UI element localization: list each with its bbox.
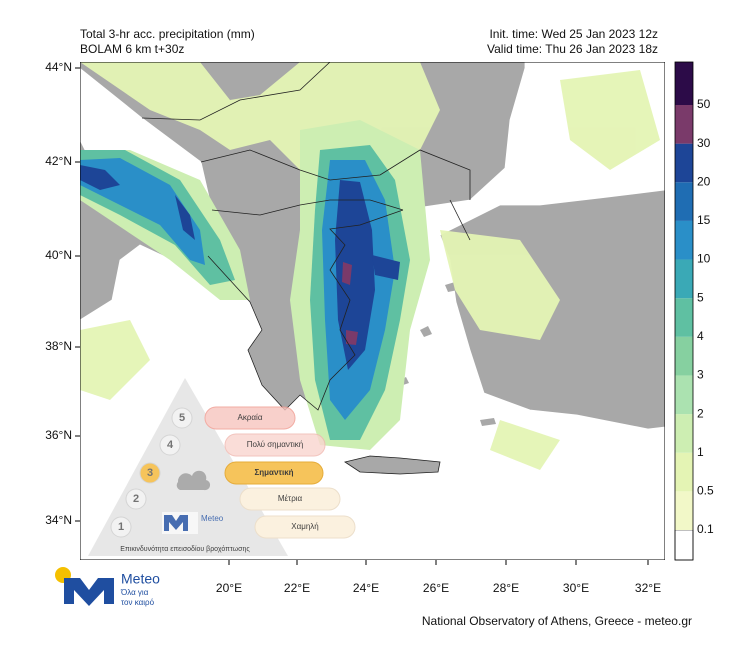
colorbar-label: 10	[697, 252, 711, 266]
lat-tick-label: 38°N	[45, 339, 72, 353]
risk-badge	[139, 462, 161, 484]
risk-badge	[110, 516, 132, 538]
lat-tick-label: 42°N	[45, 154, 72, 168]
risk-badge	[125, 488, 147, 510]
colorbar-label: 4	[697, 329, 704, 343]
lat-tick-label: 44°N	[45, 60, 72, 74]
risk-legend: Χαμηλή 1 Μέτρια 2 Σημαντική 3 Πολύ σημαντική 4 Α…	[88, 378, 356, 556]
logo-tagline: τον καιρό	[121, 598, 155, 607]
colorbar-band	[675, 491, 693, 530]
risk-label: Πολύ σημαντική	[247, 440, 304, 449]
lon-tick-label: 22°E	[284, 581, 310, 595]
valid-time: Valid time: Thu 26 Jan 2023 18z	[487, 42, 658, 56]
colorbar-band	[675, 414, 693, 453]
colorbar-band	[675, 220, 693, 260]
risk-number: 3	[147, 467, 153, 479]
legend-logo-mark	[164, 515, 188, 531]
colorbar-label: 2	[697, 406, 704, 420]
risk-label: Χαμηλή	[291, 522, 318, 531]
logo-name: Meteo	[121, 571, 160, 587]
colorbar-label: 0.1	[697, 522, 714, 536]
colorbar-band	[675, 182, 693, 221]
init-time: Init. time: Wed 25 Jan 2023 12z	[489, 27, 658, 41]
colorbar-band	[675, 259, 693, 299]
model: BOLAM 6 km t+30z	[80, 42, 184, 56]
colorbar-base	[674, 529, 694, 561]
lon-tick-label: 26°E	[423, 581, 449, 595]
pyramid	[88, 378, 288, 556]
risk-pill	[204, 406, 296, 430]
risk-number: 5	[179, 412, 185, 424]
lat-tick-label: 34°N	[45, 513, 72, 527]
colorbar-label: 1	[697, 445, 704, 459]
colorbar: 0.1 0.5 1 2 3 4 5 10 15 20 30 50	[674, 61, 714, 561]
colorbar-frame	[674, 61, 694, 561]
risk-badge	[159, 434, 181, 456]
colorbar-band	[675, 143, 693, 183]
colorbar-label: 5	[697, 290, 704, 304]
risk-number: 2	[133, 493, 139, 505]
colorbar-band	[675, 105, 693, 144]
footer-credit: National Observatory of Athens, Greece -…	[422, 614, 692, 628]
title: Total 3-hr acc. precipitation (mm)	[80, 27, 255, 41]
risk-number: 1	[118, 521, 124, 533]
lat-tick-label: 36°N	[45, 428, 72, 442]
colorbar-label: 30	[697, 136, 711, 150]
colorbar-label: 20	[697, 174, 711, 188]
colorbar-label: 3	[697, 368, 704, 382]
cloud-icon	[176, 470, 211, 491]
colorbar-top	[675, 62, 693, 105]
colorbar-band	[675, 298, 693, 337]
risk-badge	[171, 407, 193, 429]
legend-caption: Επικινδυνότητα επεισοδίου βροχόπτωσης	[120, 545, 250, 553]
risk-pill	[254, 515, 356, 539]
risk-pill	[239, 487, 341, 511]
colorbar-label: 50	[697, 97, 711, 111]
risk-label: Ακραία	[238, 413, 263, 422]
colorbar-band	[675, 375, 693, 415]
logo-mark	[64, 578, 114, 606]
map	[80, 62, 665, 560]
lon-tick-label: 24°E	[353, 581, 379, 595]
lat-tick-label: 40°N	[45, 248, 72, 262]
risk-number: 4	[167, 439, 174, 451]
lon-tick-label: 20°E	[216, 581, 242, 595]
legend-brand: Meteo	[201, 514, 224, 523]
risk-pill	[224, 461, 324, 485]
lon-tick-label: 30°E	[563, 581, 589, 595]
colorbar-band	[675, 336, 693, 376]
colorbar-band	[675, 452, 693, 492]
colorbar-label: 15	[697, 213, 711, 227]
lon-tick-label: 32°E	[635, 581, 661, 595]
lon-tick-label: 28°E	[493, 581, 519, 595]
logo-tagline: Όλα για	[120, 588, 149, 597]
map-ticks: 44°N 42°N 40°N 38°N 36°N 34°N 20°E 22°E 24°E 26°E…	[45, 60, 661, 595]
risk-label: Μέτρια	[278, 494, 303, 503]
colorbar-label: 0.5	[697, 484, 714, 498]
risk-label: Σημαντική	[254, 468, 293, 477]
risk-pill	[224, 433, 326, 457]
